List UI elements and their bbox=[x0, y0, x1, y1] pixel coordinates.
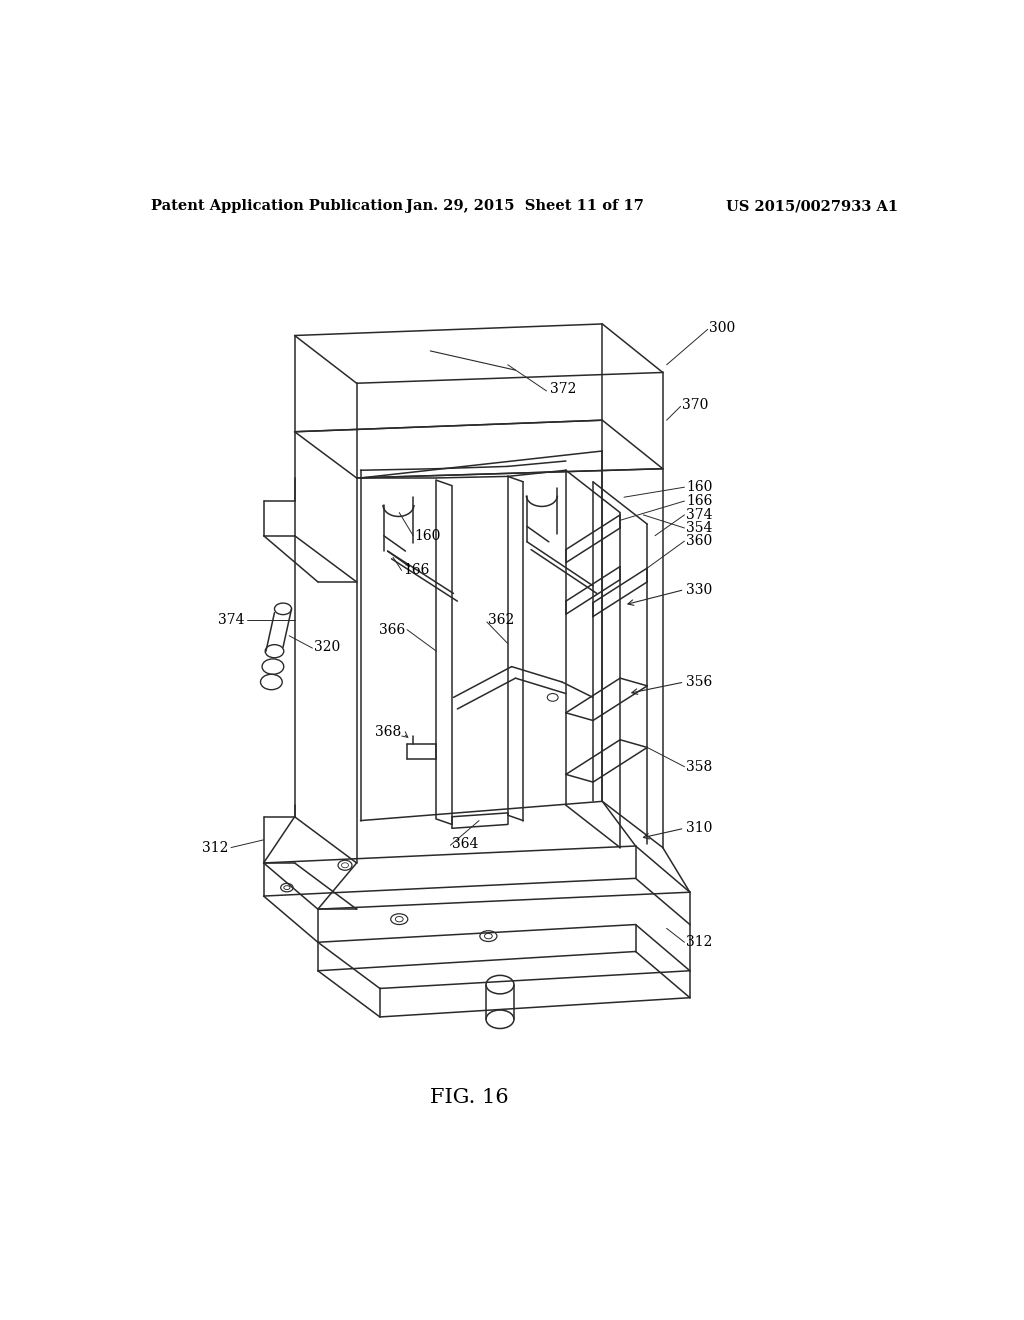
Text: 354: 354 bbox=[686, 521, 713, 535]
Text: 374: 374 bbox=[686, 508, 713, 521]
Text: 320: 320 bbox=[314, 640, 340, 655]
Text: 364: 364 bbox=[452, 837, 478, 850]
Text: 300: 300 bbox=[710, 321, 735, 335]
Text: 312: 312 bbox=[203, 841, 228, 854]
Text: 160: 160 bbox=[415, 529, 441, 543]
Text: 356: 356 bbox=[686, 675, 713, 689]
Text: 310: 310 bbox=[686, 821, 713, 836]
Text: Jan. 29, 2015  Sheet 11 of 17: Jan. 29, 2015 Sheet 11 of 17 bbox=[406, 199, 644, 213]
Text: 370: 370 bbox=[682, 397, 709, 412]
Text: 366: 366 bbox=[379, 623, 406, 636]
Text: 368: 368 bbox=[376, 725, 401, 739]
Text: 166: 166 bbox=[686, 494, 713, 508]
Text: 312: 312 bbox=[686, 936, 713, 949]
Text: US 2015/0027933 A1: US 2015/0027933 A1 bbox=[726, 199, 898, 213]
Text: 166: 166 bbox=[403, 564, 429, 577]
Text: 374: 374 bbox=[218, 614, 245, 627]
Text: 362: 362 bbox=[488, 614, 515, 627]
Text: 358: 358 bbox=[686, 760, 713, 774]
Text: 360: 360 bbox=[686, 535, 713, 548]
Text: 372: 372 bbox=[550, 383, 577, 396]
Text: 330: 330 bbox=[686, 582, 713, 597]
Text: FIG. 16: FIG. 16 bbox=[430, 1088, 509, 1107]
Text: 160: 160 bbox=[686, 480, 713, 494]
Text: Patent Application Publication: Patent Application Publication bbox=[152, 199, 403, 213]
